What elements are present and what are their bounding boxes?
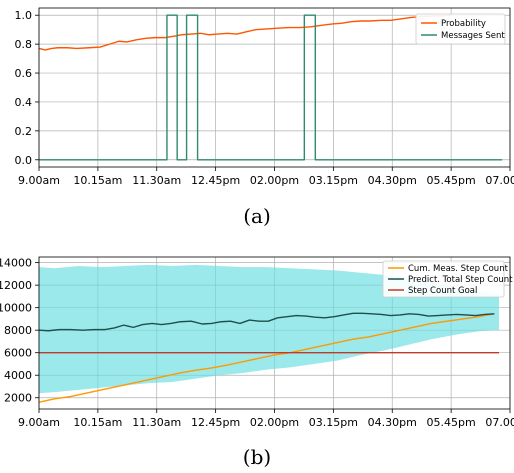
legend-label-probability: Probability <box>441 19 486 29</box>
chart-a-y-tick-label: 0.0 <box>15 154 33 167</box>
chart-a-x-tick-label: 02.00pm <box>250 174 299 187</box>
chart-b-y-tick-label: 14000 <box>0 257 32 270</box>
chart-b: 9.00am 10.15am 11.30am 12.45pm 02.00pm 03.15p… <box>0 256 514 469</box>
series-line-predict-total-step-count <box>38 312 495 332</box>
chart-b-x-tick-label: 11.30am <box>132 416 181 429</box>
chart-b-x-tick-label: 04.30pm <box>368 416 417 429</box>
legend-label-messages-sent: Messages Sent <box>441 31 505 41</box>
chart-a-x-tick-label: 04.30pm <box>368 174 417 187</box>
chart-b-y-tick-label: 2000 <box>4 392 32 405</box>
legend-label-cum-meas-step-count: Cum. Meas. Step Count <box>408 264 509 274</box>
chart-b-x-tick-label: 12.45pm <box>191 416 240 429</box>
caption-b: (b) <box>243 445 271 469</box>
chart-a-x-tick-label: 03.15pm <box>309 174 358 187</box>
chart-a-x-tick-label: 12.45pm <box>191 174 240 187</box>
chart-a-series <box>38 14 503 161</box>
chart-b-y-tick-label: 6000 <box>4 347 32 360</box>
caption-a: (a) <box>243 204 271 228</box>
chart-a-y-tick-label: 1.0 <box>15 9 33 22</box>
chart-b-y-tick-label: 4000 <box>4 369 32 382</box>
chart-a-y-tick-label: 0.6 <box>15 67 33 80</box>
chart-a-legend: Probability Messages Sent <box>415 13 506 45</box>
series-line-cum-meas-step-count <box>38 313 495 403</box>
chart-a: 9.00am 10.15am 11.30am 12.45pm 02.00pm 03.15p… <box>15 7 514 228</box>
chart-a-x-tick-label: 11.30am <box>132 174 181 187</box>
chart-b-x-tick-label: 03.15pm <box>309 416 358 429</box>
chart-a-y-tick-label: 0.4 <box>15 96 33 109</box>
chart-b-y-tick-label: 12000 <box>0 279 32 292</box>
chart-a-x-tick-label: 05.45pm <box>427 174 476 187</box>
chart-a-y-tick-label: 0.2 <box>15 125 33 138</box>
chart-a-y-tick-label: 0.8 <box>15 38 33 51</box>
chart-b-y-tick-label: 8000 <box>4 324 32 337</box>
chart-b-legend-box <box>382 260 505 298</box>
series-line-probability <box>38 14 452 51</box>
chart-b-legend: Cum. Meas. Step Count Predict. Total Ste… <box>382 260 513 298</box>
chart-b-x-tick-label: 10.15am <box>73 416 122 429</box>
chart-b-y-tick-label: 10000 <box>0 302 32 315</box>
chart-a-x-tick-label: 9.00am <box>18 174 60 187</box>
legend-label-predict-total-step-count: Predict. Total Step Count <box>408 275 513 285</box>
chart-a-legend-box <box>415 13 506 45</box>
legend-label-step-count-goal: Step Count Goal <box>408 286 477 296</box>
chart-b-x-tick-label: 9.00am <box>18 416 60 429</box>
chart-b-x-tick-label: 05.45pm <box>427 416 476 429</box>
chart-a-x-tick-label: 07.00pm <box>485 174 514 187</box>
chart-a-ticks: 9.00am 10.15am 11.30am 12.45pm 02.00pm 03.15p… <box>15 9 514 187</box>
chart-b-x-tick-label: 07.00pm <box>485 416 514 429</box>
chart-b-ticks: 9.00am 10.15am 11.30am 12.45pm 02.00pm 03.15p… <box>0 257 514 429</box>
chart-a-x-tick-label: 10.15am <box>73 174 122 187</box>
chart-b-x-tick-label: 02.00pm <box>250 416 299 429</box>
series-line-messages-sent <box>39 14 503 161</box>
